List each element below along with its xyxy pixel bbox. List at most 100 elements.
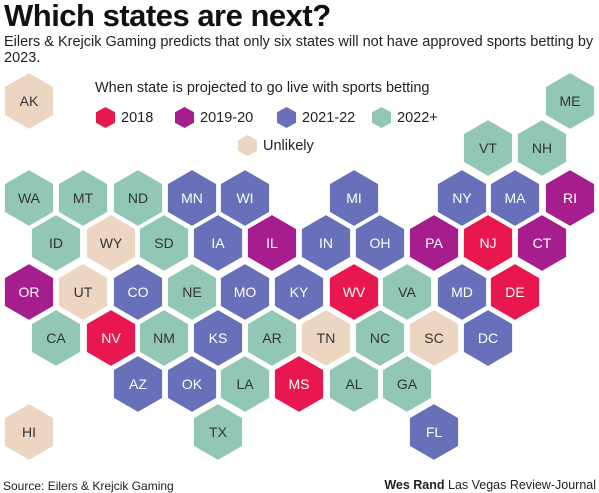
state-label: MT bbox=[73, 190, 94, 206]
source-note: Source: Eilers & Krejcik Gaming bbox=[3, 479, 174, 493]
state-hex-me: ME bbox=[543, 70, 597, 132]
state-label: VA bbox=[398, 284, 416, 300]
state-hex-shape bbox=[327, 167, 381, 229]
state-hex-tx: TX bbox=[191, 401, 245, 463]
state-hex-shape bbox=[407, 401, 461, 463]
legend-item-unlikely: Unlikely bbox=[238, 135, 314, 156]
state-label: AR bbox=[262, 330, 281, 346]
credit-line: Wes Rand Las Vegas Review-Journal bbox=[384, 478, 596, 492]
legend-label-unlikely: Unlikely bbox=[263, 137, 314, 154]
legend-item-2021-22: 2021-22 bbox=[277, 107, 355, 128]
state-hex-shape bbox=[218, 353, 272, 415]
state-hex-shape bbox=[2, 261, 56, 323]
state-hex-ks: KS bbox=[191, 307, 245, 369]
state-hex-nd: ND bbox=[111, 167, 165, 229]
state-hex-wi: WI bbox=[218, 167, 272, 229]
state-hex-shape bbox=[272, 353, 326, 415]
state-hex-shape bbox=[380, 353, 434, 415]
state-hex-shape bbox=[461, 117, 515, 179]
state-label: IA bbox=[211, 235, 225, 251]
state-hex-shape bbox=[435, 261, 489, 323]
state-label: KS bbox=[209, 330, 228, 346]
state-hex-shape bbox=[515, 117, 569, 179]
state-hex-shape bbox=[111, 167, 165, 229]
state-hex-shape bbox=[272, 261, 326, 323]
state-hex-shape bbox=[327, 261, 381, 323]
state-label: PA bbox=[425, 235, 443, 251]
state-hex-ok: OK bbox=[165, 353, 219, 415]
state-hex-hi: HI bbox=[2, 401, 56, 463]
state-hex-shape bbox=[461, 212, 515, 274]
state-hex-la: LA bbox=[218, 353, 272, 415]
state-hex-shape bbox=[327, 353, 381, 415]
state-label: IL bbox=[266, 235, 278, 251]
state-hex-ma: MA bbox=[488, 167, 542, 229]
legend-title: When state is projected to go live with … bbox=[95, 80, 430, 96]
state-label: UT bbox=[74, 284, 93, 300]
state-label: WY bbox=[100, 235, 123, 251]
state-hex-shape bbox=[218, 261, 272, 323]
state-label: SD bbox=[154, 235, 173, 251]
state-hex-shape bbox=[299, 212, 353, 274]
state-hex-shape bbox=[111, 353, 165, 415]
state-hex-co: CO bbox=[111, 261, 165, 323]
state-hex-shape bbox=[29, 307, 83, 369]
state-hex-wy: WY bbox=[84, 212, 138, 274]
state-label: LA bbox=[236, 376, 254, 392]
state-label: TN bbox=[317, 330, 336, 346]
state-label: ID bbox=[49, 235, 63, 251]
state-label: HI bbox=[22, 424, 36, 440]
legend-item-2022plus: 2022+ bbox=[372, 107, 438, 128]
state-hex-tn: TN bbox=[299, 307, 353, 369]
state-hex-shape bbox=[543, 70, 597, 132]
author-name: Wes Rand bbox=[384, 478, 445, 492]
state-hex-md: MD bbox=[435, 261, 489, 323]
state-label: DE bbox=[505, 284, 524, 300]
state-hex-shape bbox=[461, 307, 515, 369]
state-hex-shape bbox=[191, 401, 245, 463]
state-label: FL bbox=[426, 424, 443, 440]
state-label: GA bbox=[397, 376, 418, 392]
state-label: NJ bbox=[479, 235, 496, 251]
state-label: MS bbox=[289, 376, 310, 392]
state-hex-shape bbox=[191, 212, 245, 274]
state-hex-shape bbox=[29, 212, 83, 274]
state-hex-shape bbox=[299, 307, 353, 369]
state-hex-shape bbox=[245, 307, 299, 369]
state-label: NC bbox=[370, 330, 390, 346]
state-label: ND bbox=[128, 190, 148, 206]
state-hex-shape bbox=[543, 167, 597, 229]
state-hex-mn: MN bbox=[165, 167, 219, 229]
state-hex-vt: VT bbox=[461, 117, 515, 179]
state-label: CO bbox=[128, 284, 149, 300]
state-label: AZ bbox=[129, 376, 147, 392]
state-hex-sd: SD bbox=[137, 212, 191, 274]
state-label: OH bbox=[370, 235, 391, 251]
state-hex-ky: KY bbox=[272, 261, 326, 323]
state-label: WV bbox=[343, 284, 366, 300]
state-hex-shape bbox=[245, 212, 299, 274]
state-hex-shape bbox=[84, 307, 138, 369]
state-hex-ri: RI bbox=[543, 167, 597, 229]
state-label: VT bbox=[479, 140, 497, 156]
legend-label-2021-22: 2021-22 bbox=[302, 109, 356, 126]
state-label: NE bbox=[182, 284, 201, 300]
state-hex-pa: PA bbox=[407, 212, 461, 274]
subtitle: Eilers & Krejcik Gaming predicts that on… bbox=[4, 34, 594, 66]
state-label: WI bbox=[236, 190, 253, 206]
state-label: MD bbox=[451, 284, 473, 300]
state-label: MI bbox=[346, 190, 362, 206]
state-label: WA bbox=[18, 190, 41, 206]
state-label: AK bbox=[20, 93, 39, 109]
state-label: OK bbox=[182, 376, 203, 392]
state-hex-shape bbox=[165, 167, 219, 229]
state-hex-shape bbox=[407, 307, 461, 369]
state-label: ME bbox=[560, 93, 581, 109]
legend-label-2022plus: 2022+ bbox=[397, 109, 438, 126]
state-label: NV bbox=[101, 330, 121, 346]
state-hex-shape bbox=[84, 212, 138, 274]
state-label: MO bbox=[234, 284, 257, 300]
state-hex-dc: DC bbox=[461, 307, 515, 369]
state-label: SC bbox=[424, 330, 443, 346]
